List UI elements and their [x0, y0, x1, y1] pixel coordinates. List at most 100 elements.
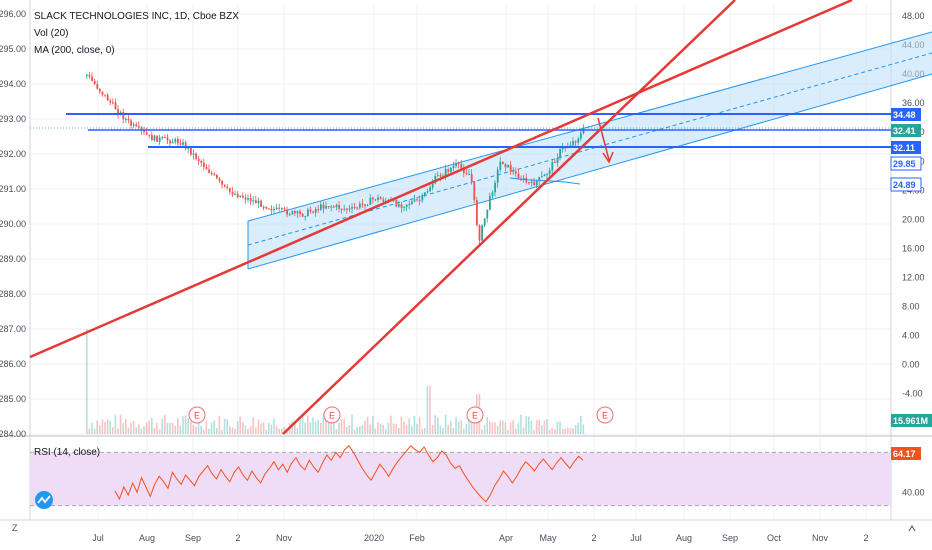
volume-bar	[421, 428, 423, 434]
volume-bar	[171, 422, 174, 434]
volume-bar	[252, 417, 254, 434]
tradingview-logo-icon[interactable]	[35, 491, 53, 509]
candle-body	[252, 200, 255, 202]
channel-upper-line[interactable]	[247, 31, 932, 222]
candle-body	[260, 200, 262, 207]
time-axis-tick-label: Jul	[92, 533, 104, 543]
time-axis-tick-label: Aug	[676, 533, 692, 543]
volume-bar	[127, 427, 130, 434]
candle-body	[491, 192, 494, 197]
volume-bar	[455, 416, 457, 434]
volume-bar	[283, 427, 286, 434]
volume-bar	[314, 421, 317, 434]
rsi-last-tag-label: 64.17	[893, 449, 916, 459]
candle-body	[502, 161, 504, 165]
left-axis-tick-label: 288.00	[0, 289, 26, 299]
volume-bar	[468, 417, 470, 434]
channel-lower-line[interactable]	[247, 73, 932, 270]
time-axis-tick-label: 2020	[364, 533, 384, 543]
main-pane[interactable]	[30, 4, 891, 434]
candle-body	[140, 127, 143, 131]
horizontal-levels[interactable]	[30, 113, 891, 148]
volume-bar	[442, 427, 444, 434]
price-tag-box[interactable]	[890, 156, 922, 171]
candle-body	[132, 124, 135, 126]
volume-bar	[473, 422, 475, 434]
volume-bar	[309, 422, 312, 434]
candle-body	[218, 178, 221, 181]
volume-bar	[382, 424, 384, 434]
arrow-shaft[interactable]	[597, 117, 610, 161]
price-tag-box[interactable]	[891, 108, 921, 121]
candle-body	[340, 208, 343, 210]
candle-body	[335, 205, 338, 208]
candle-body	[294, 211, 296, 214]
volume-bar	[520, 414, 522, 434]
rsi-legend-label: RSI (14, close)	[34, 447, 100, 458]
candle-body	[164, 137, 166, 139]
volume-bar	[125, 419, 127, 434]
price-tag-box[interactable]	[890, 177, 922, 192]
price-tag-label: 34.48	[893, 110, 916, 120]
price-tag-box[interactable]	[891, 414, 932, 427]
candle-body	[348, 208, 351, 210]
candle-body	[361, 203, 364, 205]
regression-channel[interactable]	[247, 31, 932, 270]
right-axis-tick-label: 16.00	[902, 243, 925, 253]
candle-body	[424, 192, 426, 195]
volume-bar	[262, 422, 265, 434]
left-price-axis[interactable]: 296.00 295.00 294.00 293.00 292.00 291.00 290.…	[0, 9, 26, 439]
volume-bar	[312, 417, 314, 434]
channel-fill	[248, 32, 932, 269]
volume-bar	[270, 424, 273, 434]
candle-body	[416, 199, 418, 201]
earnings-marker-icon[interactable]	[188, 406, 206, 424]
time-axis[interactable]: Jul Aug Sep 2 Nov 2020 Feb Apr May 2 Jul Aug Sep Oct N…	[92, 533, 868, 543]
candle-body	[366, 204, 369, 206]
rsi-indicator[interactable]: RSI (14, close) 40.00 64.17	[30, 444, 925, 507]
volume-bar	[340, 419, 343, 434]
rsi-last-tag-box[interactable]	[891, 447, 921, 460]
ma-200-line[interactable]	[509, 177, 581, 185]
earnings-marker-icon[interactable]	[466, 406, 484, 424]
earnings-marker-icon[interactable]	[323, 406, 341, 424]
volume-bar	[457, 421, 460, 434]
candle-body	[496, 169, 499, 183]
volume-bar	[242, 422, 244, 434]
earnings-marker-icon[interactable]	[596, 406, 614, 424]
left-axis-tick-label: 286.00	[0, 359, 26, 369]
volume-bar	[148, 420, 150, 434]
trend-line-long[interactable]	[29, 0, 853, 359]
candle-body	[86, 74, 88, 76]
volume-bar	[439, 425, 442, 434]
candle-body	[395, 200, 398, 207]
settings-icon[interactable]	[908, 525, 916, 532]
rsi-line[interactable]	[114, 444, 584, 503]
price-tag-box[interactable]	[891, 141, 921, 154]
candle-body	[130, 120, 132, 126]
candle-body	[309, 209, 312, 212]
volume-bar	[535, 420, 538, 434]
volume-bar	[429, 386, 431, 434]
trend-line-steep[interactable]	[282, 0, 736, 435]
volume-bar	[161, 419, 163, 434]
candle-body	[478, 225, 481, 241]
volume-bar	[166, 423, 169, 434]
candle-body	[572, 141, 574, 146]
candle-body	[418, 200, 421, 202]
trend-lines[interactable]	[29, 0, 853, 435]
volume-bar	[278, 428, 280, 434]
volume-bar	[187, 418, 189, 434]
candle-body	[574, 141, 577, 143]
volume-bar	[208, 428, 210, 434]
time-axis-tick-label: Nov	[812, 533, 829, 543]
price-tag-box[interactable]	[891, 124, 921, 137]
price-tags[interactable]: 34.48 32.41 32.11 29.85 24.89 15.961M	[890, 108, 932, 427]
volume-bar	[210, 422, 213, 434]
volume-bar	[145, 422, 148, 434]
candle-body	[450, 168, 452, 172]
candle-body	[200, 161, 203, 163]
volume-bar	[395, 423, 397, 434]
